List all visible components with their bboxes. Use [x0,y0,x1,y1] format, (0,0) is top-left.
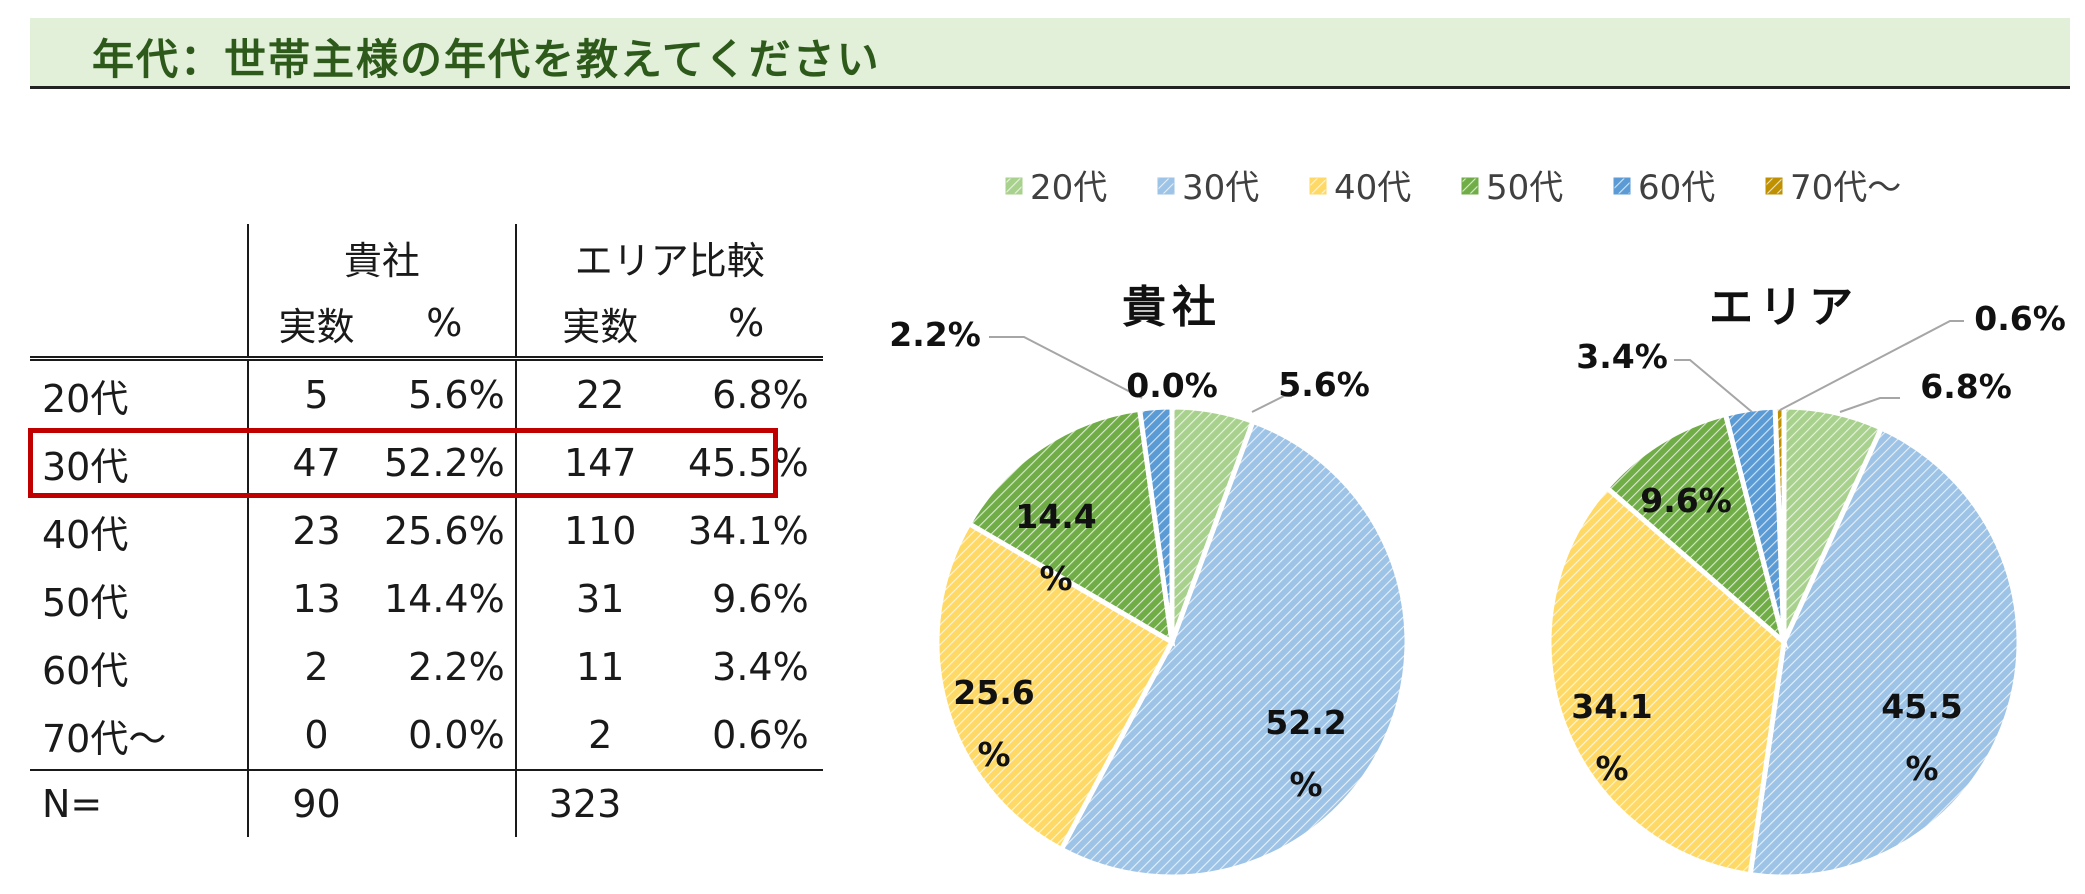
pie-title: 貴社 [1122,282,1222,333]
legend-swatch [1613,177,1631,195]
leader-line [1251,395,1292,413]
data-label: % [977,735,1010,774]
table-row: 40代 23 25.6% 110 34.1% [30,497,823,565]
pie-slice [1747,424,2022,880]
header-area-count: 実数 [514,290,684,361]
area-count: 147 [514,429,684,497]
table-row: 70代～ 0 0.0% 2 0.6% [30,701,823,771]
legend-label: 30代 [1182,168,1259,208]
area-pct: 6.8% [712,373,809,417]
leader-line [989,336,1143,399]
total-area-count: 323 [514,770,684,837]
legend-swatch [1005,177,1023,195]
pie-slice [1136,404,1175,643]
leader-line [1674,359,1753,413]
company-count: 13 [247,565,384,633]
data-label: % [1905,749,1938,788]
pie-chart-company: 貴社 5.6% 52.2% 25.6% 14.4% 2.2% 0.0% [889,282,1410,880]
area-pct: 34.1% [688,509,809,553]
row-label: 60代 [42,648,129,693]
company-count: 5 [247,358,384,429]
data-label: 9.6% [1640,481,1732,520]
total-label: N= [42,782,103,826]
legend-label: 70代～ [1790,168,1901,208]
row-label: 70代～ [30,701,248,771]
legend-label: 20代 [1030,168,1107,208]
leader-line [1839,397,1900,413]
pie-slice [1057,418,1410,880]
row-label: 50代 [42,580,129,625]
area-pct: 0.6% [683,701,823,771]
pie-slice [965,406,1176,647]
legend: 20代 30代 40代 50代 60代 70代～ [1005,168,1901,208]
area-count: 2 [514,701,684,771]
legend-swatch [1765,177,1783,195]
company-pct: 2.2% [408,645,505,689]
age-table: 貴社 エリア比較 実数 % 実数 % 20代 5 5.6% 22 6.8% 30… [30,224,823,837]
page-title: 年代：世帯主様の年代を教えてください [92,35,881,84]
header-blank [30,290,248,361]
company-count: 47 [247,429,384,497]
area-pct: 45.5% [688,441,809,485]
table-row: 20代 5 5.6% 22 6.8% [30,358,823,429]
legend-label: 60代 [1638,168,1715,208]
data-label: 45.5 [1881,687,1962,726]
row-label: 20代 [42,376,129,421]
area-pct: 9.6% [712,577,809,621]
total-company-count: 90 [247,770,384,837]
data-label: 2.2% [889,315,981,354]
area-count: 31 [514,565,684,633]
company-count: 0 [247,701,384,771]
data-label: % [1289,765,1322,804]
table-row: 60代 2 2.2% 11 3.4% [30,633,823,701]
pie-slice [934,520,1176,853]
title-bar: 年代：世帯主様の年代を教えてください [30,18,2070,89]
pie-title: エリア [1709,282,1859,333]
data-label: 0.6% [1974,299,2066,338]
area-count: 22 [514,358,684,429]
legend-swatch [1157,177,1175,195]
table-total-row: N= 90 323 [30,770,823,837]
data-label: 0.0% [1126,366,1218,405]
header-area: エリア比較 [514,224,823,290]
header-company: 貴社 [247,224,516,290]
table-header-sub: 実数 % 実数 % [30,290,823,361]
row-label: 30代 [42,444,129,489]
legend-swatch [1461,177,1479,195]
company-pct: 52.2% [384,441,505,485]
legend-label: 50代 [1486,168,1563,208]
data-label: 25.6 [953,673,1034,712]
data-label: 34.1 [1571,687,1652,726]
data-label: 5.6% [1278,365,1370,404]
header-area-pct: % [683,290,823,361]
data-label: % [1595,749,1628,788]
data-label: % [1039,559,1072,598]
company-pct: 14.4% [384,577,505,621]
company-count: 23 [247,497,384,565]
company-pct: 5.6% [408,373,505,417]
legend-label: 40代 [1334,168,1411,208]
area-count: 110 [514,497,684,565]
table-header-group: 貴社 エリア比較 [30,224,823,290]
data-label: 6.8% [1920,367,2012,406]
company-pct: 25.6% [384,509,505,553]
table-row: 30代 47 52.2% 147 45.5% [30,429,823,497]
pie-slice [1546,484,1787,878]
leader-line [1779,320,1964,411]
data-label: 14.4 [1015,497,1096,536]
legend-swatch [1309,177,1327,195]
header-company-count: 実数 [247,290,384,361]
company-pct: 0.0% [384,701,516,771]
company-count: 2 [247,633,384,701]
pie-chart-area: エリア 6.8% 45.5% 34.1% 9.6% 3.4% 0.6% [1546,282,2066,880]
row-label: 40代 [42,512,129,557]
area-pct: 3.4% [712,645,809,689]
data-label: 52.2 [1265,703,1346,742]
header-company-pct: % [384,290,516,361]
area-count: 11 [514,633,684,701]
data-label: 3.4% [1576,337,1668,376]
table-row: 50代 13 14.4% 31 9.6% [30,565,823,633]
